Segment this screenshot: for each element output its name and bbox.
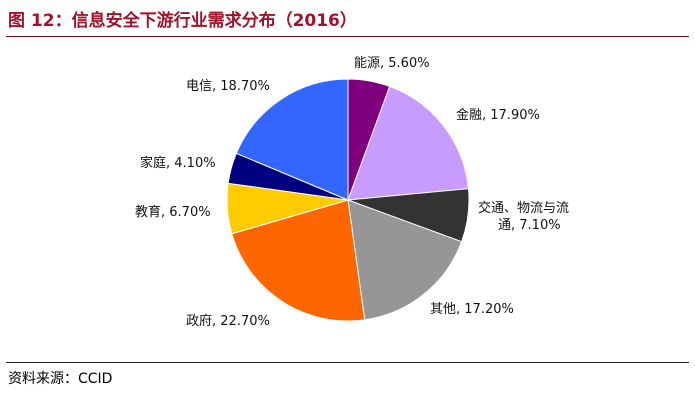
slice-label-1: 能源, 5.60% [354,56,430,71]
slice-label-6: 教育, 6.70% [135,204,211,220]
pie-slice-8 [235,78,349,201]
slice-label-4: 其他, 17.20% [430,302,514,317]
figure-title: 图 12：信息安全下游行业需求分布（2016） [8,11,357,31]
slice-label-7: 家庭, 4.10% [140,155,216,171]
slice-label-3-line-1: 交通、物流与流 [478,200,569,216]
slice-label-2: 金融, 17.90% [456,107,540,123]
title-rule [6,36,689,37]
pie-slice-4 [347,199,463,321]
pie-slice-5 [231,199,366,322]
source-note: 资料来源：CCID [8,371,113,387]
pie-slice-2 [347,85,470,201]
slice-label-5: 政府, 22.70% [186,314,270,329]
pie-slices [226,78,470,322]
slice-label-3-line-2: 通, 7.10% [498,218,561,233]
source-rule [6,362,689,363]
slice-label-8: 电信, 18.70% [186,79,270,94]
